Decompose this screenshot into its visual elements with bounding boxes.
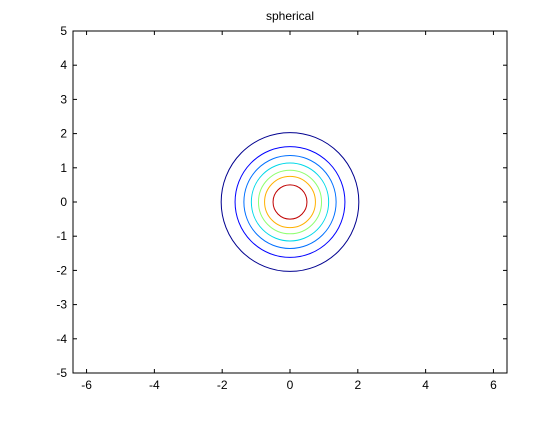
x-axis-ticks: -6 -4 -2 0 2 4 6 bbox=[81, 31, 497, 392]
plot-area bbox=[72, 30, 508, 374]
x-tick-label: 0 bbox=[287, 378, 294, 392]
contour-line-1 bbox=[220, 132, 360, 272]
contour-line-7 bbox=[272, 184, 308, 220]
y-tick-label: -2 bbox=[56, 263, 67, 277]
y-axis-ticks: -5 -4 -3 -2 -1 0 1 2 3 4 5 bbox=[56, 24, 507, 380]
axes-box bbox=[72, 30, 508, 374]
y-tick-label: 4 bbox=[60, 58, 67, 72]
y-tick-label: -4 bbox=[56, 332, 67, 346]
y-tick-label: -5 bbox=[56, 366, 67, 380]
y-tick-label: 2 bbox=[60, 127, 67, 141]
y-tick-label: -3 bbox=[56, 298, 67, 312]
y-tick-label: 0 bbox=[60, 195, 67, 209]
x-tick-label: 4 bbox=[422, 378, 429, 392]
contour-lines bbox=[220, 132, 360, 272]
contour-line-3 bbox=[243, 154, 337, 250]
x-tick-label: 2 bbox=[354, 378, 361, 392]
contour-line-2 bbox=[234, 146, 346, 258]
contour-line-6 bbox=[264, 175, 316, 229]
x-tick-label: 6 bbox=[490, 378, 497, 392]
y-tick-label: 5 bbox=[60, 24, 67, 38]
x-tick-label: -2 bbox=[217, 378, 228, 392]
y-tick-label: 3 bbox=[60, 92, 67, 106]
x-tick-label: -6 bbox=[81, 378, 92, 392]
contour-line-4 bbox=[250, 162, 330, 242]
y-tick-label: -1 bbox=[56, 229, 67, 243]
chart-title: spherical bbox=[266, 9, 314, 23]
contour-line-5 bbox=[257, 169, 323, 235]
y-tick-label: 1 bbox=[60, 161, 67, 175]
x-tick-label: -4 bbox=[149, 378, 160, 392]
